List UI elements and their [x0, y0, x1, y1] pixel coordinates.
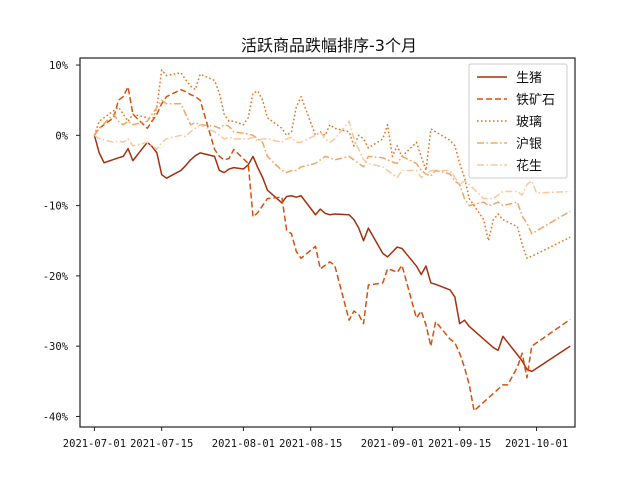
legend-label-4: 沪银	[516, 136, 542, 152]
y-tick-label: 0%	[55, 130, 68, 142]
series-layer	[93, 69, 571, 412]
series-line-5	[93, 120, 571, 200]
x-tick-label: 2021-07-15	[130, 438, 193, 450]
y-tick-label: -40%	[43, 411, 69, 423]
y-tick-label: -30%	[43, 341, 69, 353]
y-tick-label: -20%	[43, 271, 69, 283]
legend-label-5: 花生	[516, 158, 542, 174]
chart-title: 活跃商品跌幅排序-3个月	[241, 36, 417, 55]
x-tick-label: 2021-09-01	[361, 438, 424, 450]
legend-label-2: 铁矿石	[516, 93, 555, 108]
x-axis: 2021-07-01 2021-07-15 2021-08-01 2021-08-15…	[63, 427, 568, 450]
y-tick-label: 10%	[49, 60, 69, 72]
series-line-4	[93, 99, 571, 235]
y-axis: 10% 0% -10% -20% -30% -40%	[43, 60, 80, 423]
y-tick-label: -10%	[43, 201, 69, 213]
x-tick-label: 2021-07-01	[63, 438, 126, 450]
x-tick-label: 2021-10-01	[505, 438, 568, 450]
legend-label-3: 玻璃	[516, 115, 542, 130]
series-line-1	[93, 135, 571, 373]
x-tick-label: 2021-08-01	[212, 438, 275, 450]
x-tick-label: 2021-08-15	[279, 438, 342, 450]
legend-box	[468, 63, 568, 179]
x-tick-label: 2021-09-15	[428, 438, 491, 450]
plot-frame	[79, 57, 576, 428]
series-line-2	[93, 86, 571, 412]
legend-label-1: 生猪	[516, 71, 542, 86]
